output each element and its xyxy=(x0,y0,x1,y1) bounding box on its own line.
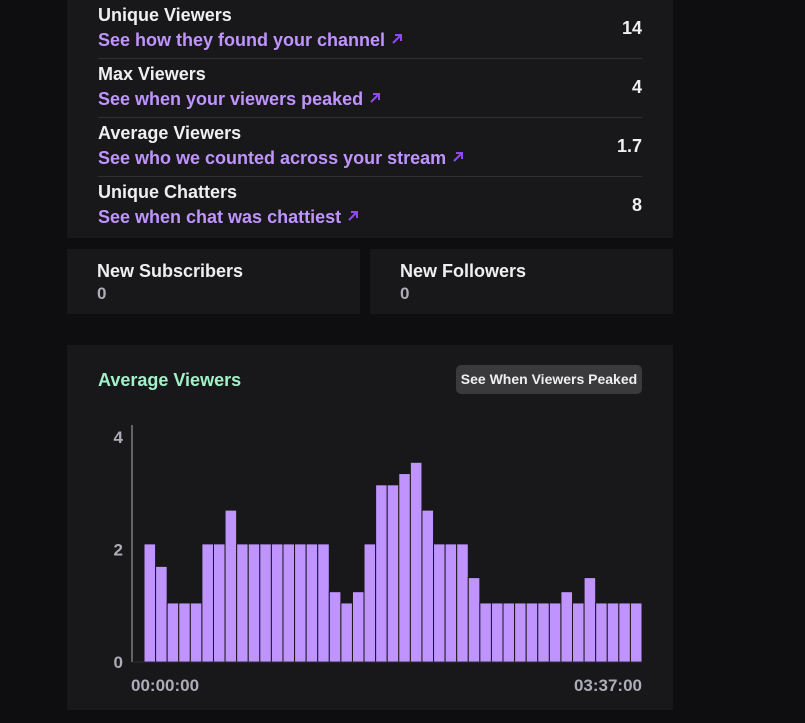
new-followers-value: 0 xyxy=(400,284,410,303)
chart-bar xyxy=(282,543,296,663)
chart-bar xyxy=(178,602,191,663)
chart-bar xyxy=(270,543,284,663)
chart-bar xyxy=(583,577,597,663)
stat-value: 1.7 xyxy=(616,136,642,156)
chart-bar xyxy=(375,484,388,663)
stat-link-label[interactable]: See who we counted across your stream xyxy=(98,148,447,168)
chart-bar xyxy=(548,602,562,663)
chart-bar xyxy=(490,602,504,663)
y-tick-label: 4 xyxy=(114,428,124,447)
arrow-up-right-icon xyxy=(348,211,359,221)
chart-bar xyxy=(421,509,435,663)
new-followers-card: New Followers 0 xyxy=(370,249,673,314)
stat-link[interactable]: See who we counted across your stream xyxy=(98,148,464,169)
arrow-up-right-icon xyxy=(392,34,403,44)
stat-title: Unique Viewers xyxy=(98,5,232,25)
stat-value: 4 xyxy=(631,77,642,97)
stat-average-viewers: Average Viewers See who we counted acros… xyxy=(98,118,642,177)
chart-bar xyxy=(467,577,481,663)
chart-bar xyxy=(537,602,550,663)
x-end-label: 03:37:00 xyxy=(574,676,642,695)
see-when-viewers-peaked-button[interactable]: See When Viewers Peaked xyxy=(456,365,642,394)
chart-bar xyxy=(502,602,516,663)
chart-bar xyxy=(155,565,168,663)
stat-link[interactable]: See when your viewers peaked xyxy=(98,89,381,110)
chart-bar xyxy=(595,602,608,663)
chart-bar xyxy=(514,602,527,663)
chart-bar xyxy=(444,543,458,663)
chart-bar xyxy=(236,543,249,663)
chart-bar xyxy=(525,602,539,663)
chart-bar xyxy=(317,543,330,663)
chart-bar xyxy=(201,543,214,663)
new-subscribers-title: New Subscribers xyxy=(97,261,244,281)
new-followers-title: New Followers xyxy=(400,261,527,281)
arrow-up-right-icon xyxy=(453,152,464,162)
stat-link-label[interactable]: See when chat was chattiest xyxy=(98,207,342,227)
chart-bar xyxy=(259,543,272,663)
stat-unique-chatters: Unique Chatters See when chat was chatti… xyxy=(98,177,642,236)
stat-title: Max Viewers xyxy=(98,64,206,84)
chart-bar xyxy=(305,543,319,663)
new-subscribers-value: 0 xyxy=(97,284,107,303)
chart-bar xyxy=(606,602,620,663)
stat-link[interactable]: See how they found your channel xyxy=(98,30,403,51)
stats-card: Unique Viewers See how they found your c… xyxy=(67,0,673,238)
chart-bar xyxy=(398,473,411,663)
chart-bar xyxy=(351,591,365,663)
divider xyxy=(98,176,642,177)
chart-bar xyxy=(363,543,377,663)
chart-bar xyxy=(572,602,585,663)
chart-bar xyxy=(409,461,423,663)
chart-bar xyxy=(224,509,238,663)
chart-bar xyxy=(247,543,261,663)
chart-bar xyxy=(433,543,446,663)
chart-bar xyxy=(189,602,203,663)
chart-bar xyxy=(629,602,643,663)
stat-link-label[interactable]: See how they found your channel xyxy=(98,30,386,50)
stat-max-viewers: Max Viewers See when your viewers peaked… xyxy=(98,59,642,118)
y-tick-label: 0 xyxy=(114,653,123,672)
chart-title: Average Viewers xyxy=(98,370,242,390)
average-viewers-chart: 0 2 4 00:00:00 03:37:00 xyxy=(114,425,643,695)
stat-link-label[interactable]: See when your viewers peaked xyxy=(98,89,364,109)
new-subscribers-card: New Subscribers 0 xyxy=(67,249,360,314)
chart-bar xyxy=(386,484,400,663)
y-tick-label: 2 xyxy=(114,541,123,560)
x-start-label: 00:00:00 xyxy=(131,676,199,695)
average-viewers-chart-card: 0 2 4 00:00:00 03:37:00 Average Viewers See … xyxy=(67,345,673,710)
chart-bar xyxy=(294,543,307,663)
chart-bar xyxy=(618,602,631,663)
chart-bar xyxy=(456,543,469,663)
stat-value: 14 xyxy=(621,18,642,38)
stat-title: Unique Chatters xyxy=(98,182,238,202)
arrow-up-right-icon xyxy=(370,93,381,103)
stat-unique-viewers: Unique Viewers See how they found your c… xyxy=(98,0,642,59)
stat-value: 8 xyxy=(631,195,642,215)
divider xyxy=(98,58,642,59)
chart-bar xyxy=(212,543,226,663)
chart-bar xyxy=(328,591,342,663)
chart-bar xyxy=(143,543,157,663)
chart-bar xyxy=(340,602,353,663)
stat-link[interactable]: See when chat was chattiest xyxy=(98,207,359,228)
chart-bar xyxy=(560,591,574,663)
chart-bar xyxy=(479,602,492,663)
divider xyxy=(98,117,642,118)
stat-title: Average Viewers xyxy=(98,123,242,143)
chart-bar xyxy=(166,602,180,663)
